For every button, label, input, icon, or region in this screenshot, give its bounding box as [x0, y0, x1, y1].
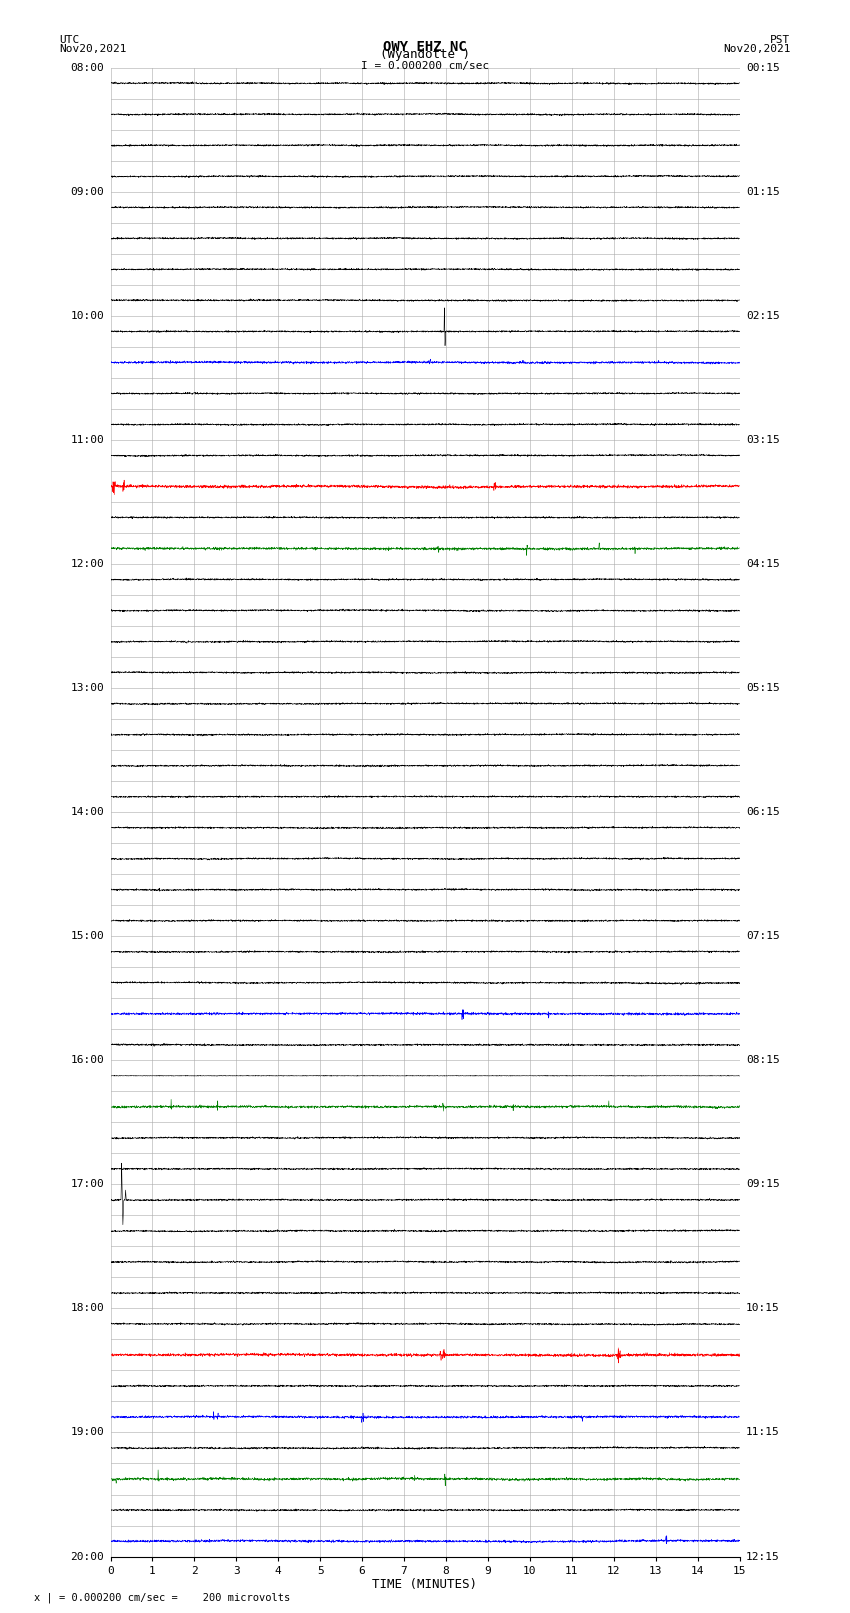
Text: x | = 0.000200 cm/sec =    200 microvolts: x | = 0.000200 cm/sec = 200 microvolts [34, 1592, 290, 1603]
Text: OWY EHZ NC: OWY EHZ NC [383, 40, 467, 55]
Text: 11:15: 11:15 [745, 1428, 779, 1437]
Text: 00:15: 00:15 [745, 63, 779, 73]
Text: 16:00: 16:00 [71, 1055, 105, 1065]
Text: 15:00: 15:00 [71, 931, 105, 942]
Text: I = 0.000200 cm/sec: I = 0.000200 cm/sec [361, 61, 489, 71]
Text: 01:15: 01:15 [745, 187, 779, 197]
Text: PST: PST [770, 35, 790, 45]
Text: 09:00: 09:00 [71, 187, 105, 197]
Text: 05:15: 05:15 [745, 682, 779, 694]
Text: 12:15: 12:15 [745, 1552, 779, 1561]
Text: 11:00: 11:00 [71, 436, 105, 445]
Text: 20:00: 20:00 [71, 1552, 105, 1561]
Text: (Wyandotte ): (Wyandotte ) [380, 48, 470, 61]
Text: 19:00: 19:00 [71, 1428, 105, 1437]
Text: 04:15: 04:15 [745, 560, 779, 569]
Text: 10:15: 10:15 [745, 1303, 779, 1313]
Text: UTC: UTC [60, 35, 80, 45]
X-axis label: TIME (MINUTES): TIME (MINUTES) [372, 1579, 478, 1592]
Text: 18:00: 18:00 [71, 1303, 105, 1313]
Text: 08:15: 08:15 [745, 1055, 779, 1065]
Text: 12:00: 12:00 [71, 560, 105, 569]
Text: Nov20,2021: Nov20,2021 [723, 44, 791, 53]
Text: 02:15: 02:15 [745, 311, 779, 321]
Text: Nov20,2021: Nov20,2021 [60, 44, 127, 53]
Text: 06:15: 06:15 [745, 806, 779, 818]
Text: 17:00: 17:00 [71, 1179, 105, 1189]
Text: 14:00: 14:00 [71, 806, 105, 818]
Text: 10:00: 10:00 [71, 311, 105, 321]
Text: 09:15: 09:15 [745, 1179, 779, 1189]
Text: 07:15: 07:15 [745, 931, 779, 942]
Text: 08:00: 08:00 [71, 63, 105, 73]
Text: 03:15: 03:15 [745, 436, 779, 445]
Text: 13:00: 13:00 [71, 682, 105, 694]
